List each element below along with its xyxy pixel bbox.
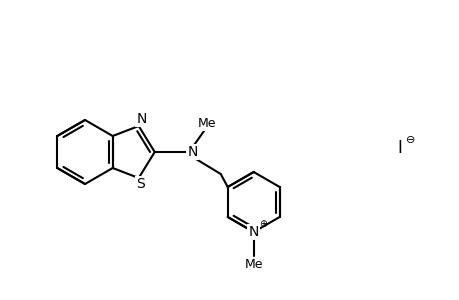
Text: Me: Me <box>197 116 215 130</box>
Text: N: N <box>187 145 197 159</box>
Text: ⊖: ⊖ <box>405 135 415 145</box>
Text: Me: Me <box>244 257 263 271</box>
Text: I: I <box>397 139 402 157</box>
Text: ⊕: ⊕ <box>258 219 266 229</box>
Text: N: N <box>248 225 258 239</box>
Text: S: S <box>136 177 145 191</box>
Text: N: N <box>136 112 146 126</box>
